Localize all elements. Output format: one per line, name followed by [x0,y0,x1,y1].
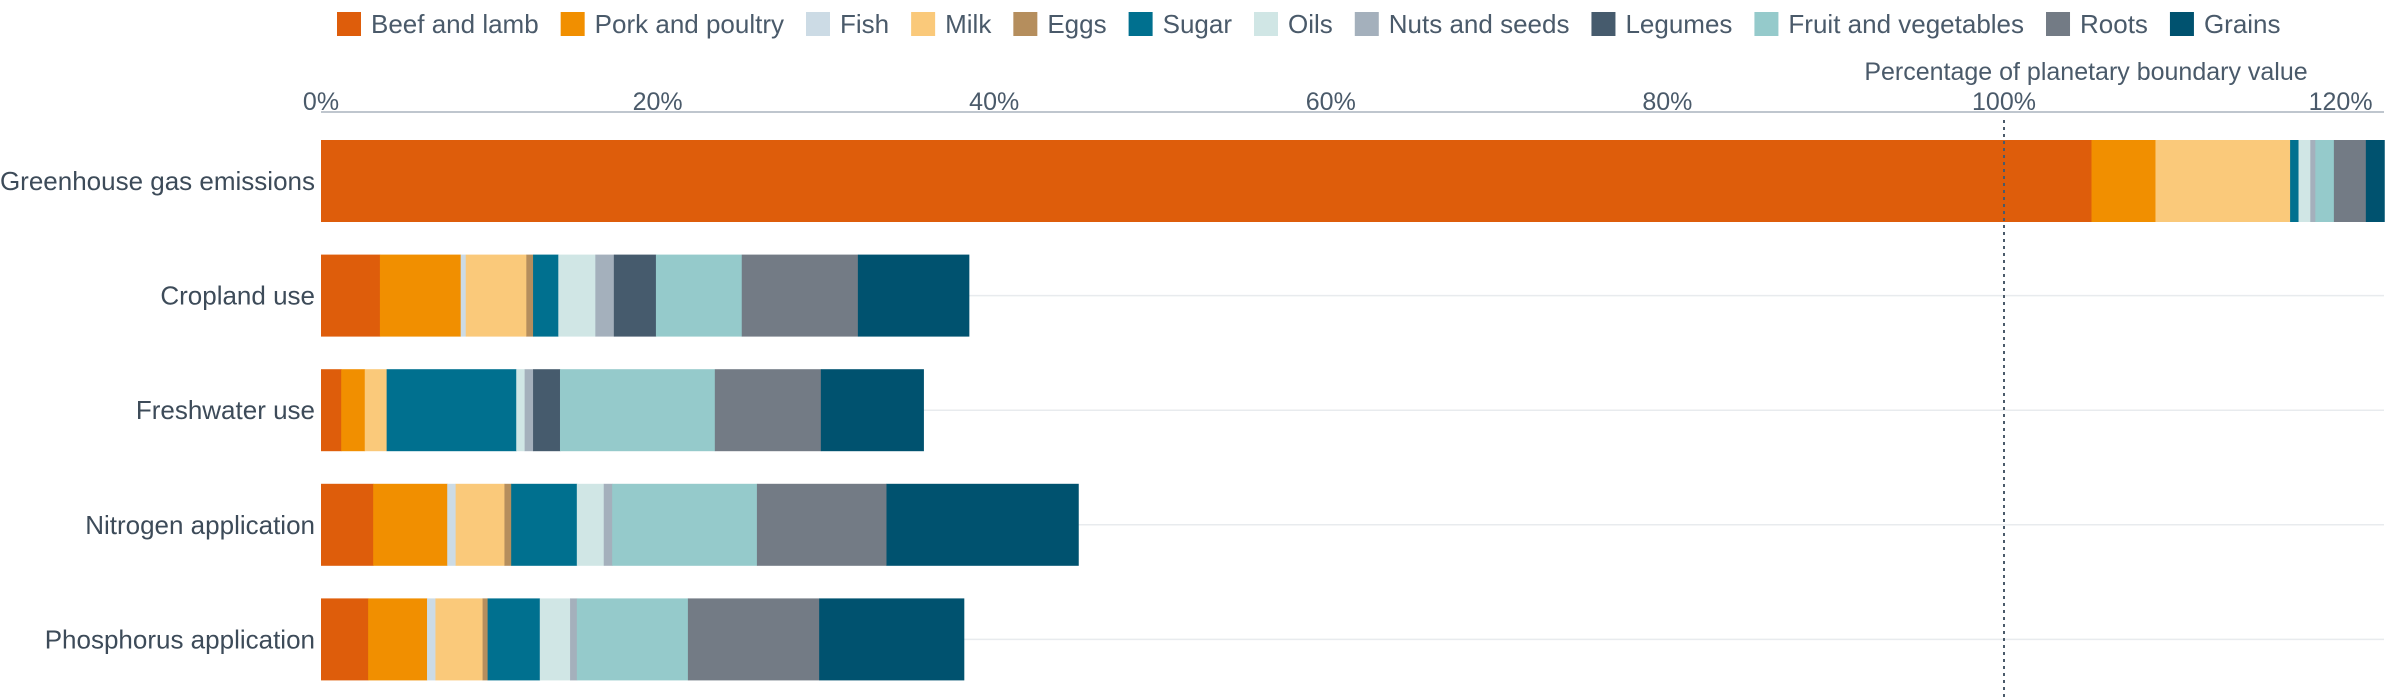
legend-swatch [1754,12,1779,36]
legend-swatch [806,12,830,36]
bar-segment [741,254,859,337]
x-tick-label: 0% [303,88,339,116]
bar-segment [533,254,559,337]
legend-label: Nuts and seeds [1389,9,1570,39]
legend-label: Sugar [1163,9,1233,39]
legend-label: Fruit and vegetables [1788,9,2024,39]
legend-swatch [1128,12,1153,36]
bar-segment [558,254,596,337]
bar-segment [2290,140,2299,222]
legend-label: Fish [840,9,889,39]
legend-label: Eggs [1047,9,1106,39]
bar-segment [857,254,970,337]
bar-segment [482,598,489,681]
legend-label: Oils [1288,9,1333,39]
bar-segment [613,254,657,337]
x-tick-label: 40% [969,88,1019,116]
category-label: Greenhouse gas emissions [0,166,315,196]
bar-segment [820,369,924,452]
bar-segment [321,254,381,337]
x-tick-label: 120% [2309,88,2373,116]
bar-segment [595,254,615,337]
bar-segment [603,483,613,566]
bar-segment [516,369,526,452]
legend-label: Grains [2204,9,2281,39]
bar-segment [655,254,743,337]
bar-segment [386,369,517,452]
legend-swatch [1354,12,1379,36]
bar-segment [714,369,822,452]
legend-swatch [1254,12,1278,36]
bar-segment [2365,140,2385,222]
bar-segment [576,598,689,681]
bar-segment [819,598,965,681]
bar-segment [612,483,758,566]
bar-segment [2298,140,2311,222]
bar-segment [447,483,457,566]
category-labels: Greenhouse gas emissions Cropland use Fres… [0,166,315,654]
reference-line-group: Percentage of planetary boundary value [1864,58,2308,700]
bar-segment [2333,140,2367,222]
x-tick-label: 80% [1642,88,1692,116]
legend-swatch [2169,12,2194,36]
bars [321,140,2385,681]
bar-segment [511,483,578,566]
legend: Beef and lamb Pork and poultry Fish Milk Egg… [337,9,2281,39]
bar-segment [373,483,448,566]
bar-segment [321,140,2092,222]
bar-segment [321,483,374,566]
legend-label: Beef and lamb [371,9,539,39]
bar-segment [2315,140,2335,222]
category-label: Cropland use [160,281,315,311]
x-axis: 0% 20% 40% 60% 80% 100% 120% [303,88,2384,116]
x-tick-label: 60% [1306,88,1356,116]
bar-segment [756,483,887,566]
bar-segment [533,369,561,452]
legend-swatch [337,12,361,36]
category-label: Freshwater use [136,395,315,425]
bar-segment [524,369,534,452]
bar-segment [364,369,388,452]
legend-label: Roots [2080,9,2148,39]
bar-segment [435,598,483,681]
bar-segment [321,369,342,452]
bar-segment [570,598,578,681]
bar-segment [427,598,436,681]
bar-segment [460,254,467,337]
legend-swatch [2046,12,2071,36]
bar-segment [465,254,527,337]
x-tick-label: 100% [1972,88,2036,116]
legend-label: Legumes [1625,9,1732,39]
bar-segment [455,483,505,566]
legend-swatch [1591,12,1616,36]
bar-segment [687,598,820,681]
category-label: Nitrogen application [85,510,315,540]
bar-segment [2155,140,2291,222]
category-label: Phosphorus application [45,624,315,654]
legend-swatch [1013,12,1038,36]
gridlines [321,294,2384,641]
bar-segment [539,598,571,681]
bar-segment [886,483,1079,566]
legend-swatch [560,12,585,36]
bar-segment [504,483,512,566]
bar-segment [2310,140,2316,222]
reference-line-label: Percentage of planetary boundary value [1864,58,2307,86]
bar-segment [576,483,605,566]
legend-swatch [911,12,936,36]
bar-segment [341,369,366,452]
bar-segment [368,598,428,681]
bar-segment [559,369,716,452]
legend-label: Milk [945,9,992,39]
bar-segment [379,254,462,337]
bar-segment [526,254,534,337]
bar-segment [2091,140,2156,222]
legend-label: Pork and poultry [595,9,784,39]
bar-segment [321,598,369,681]
bar-segment [487,598,541,681]
x-tick-label: 20% [633,88,683,116]
